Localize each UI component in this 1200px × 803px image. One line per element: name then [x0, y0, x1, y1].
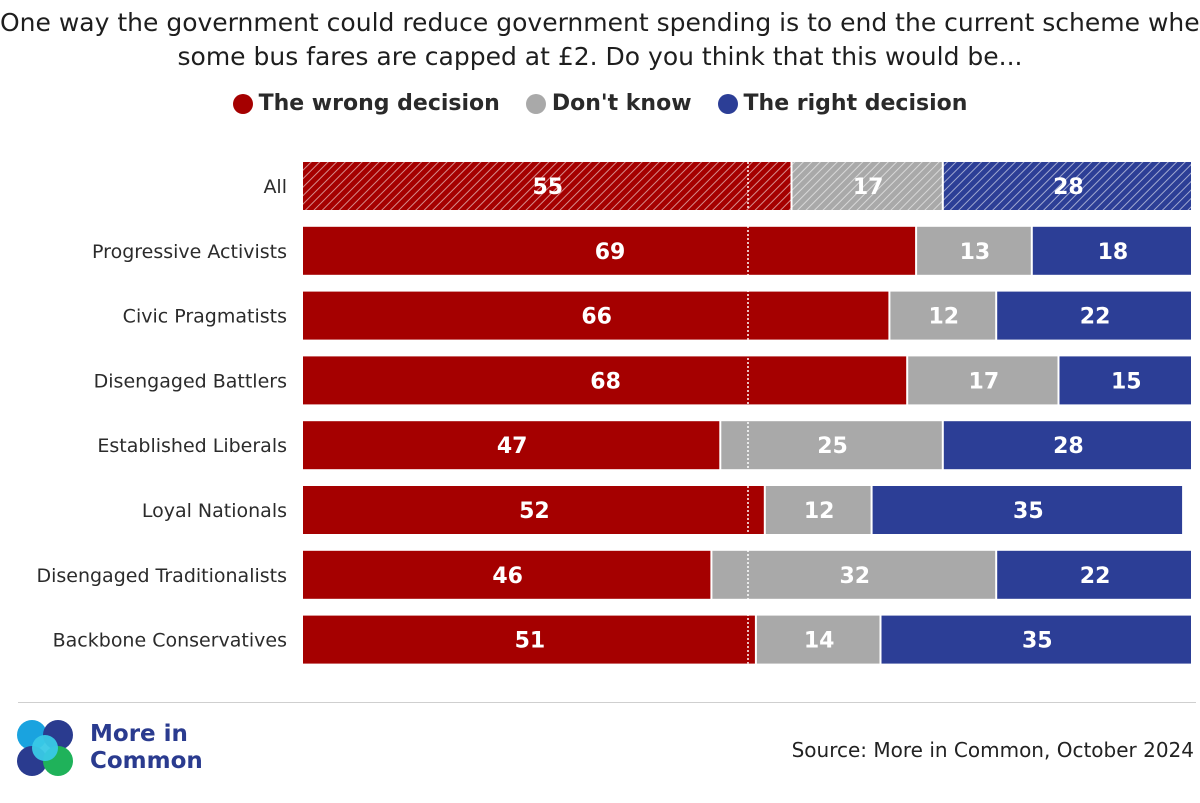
- value-label-progressive-activists-don-t-know: 13: [960, 240, 991, 265]
- bar-backbone-conservatives-don-t-know: [756, 615, 880, 664]
- legend-dot-wrong: [232, 93, 253, 114]
- legend: The wrong decision Don't know The right …: [0, 91, 1200, 116]
- value-label-loyal-nationals-the-right-decision: 35: [1013, 499, 1044, 524]
- value-label-civic-pragmatists-the-wrong-decision: 66: [581, 305, 612, 330]
- value-label-established-liberals-don-t-know: 25: [817, 434, 848, 459]
- value-label-all-the-right-decision: 28: [1053, 175, 1084, 200]
- value-label-backbone-conservatives-don-t-know: 14: [804, 629, 835, 654]
- bar-all-don-t-know: [792, 162, 942, 210]
- category-label-established-liberals: Established Liberals: [97, 435, 287, 457]
- logo-mark-icon: [17, 720, 73, 776]
- value-label-disengaged-battlers-the-right-decision: 15: [1111, 369, 1142, 394]
- legend-dot-dont-know: [525, 93, 546, 114]
- bar-established-liberals-don-t-know: [721, 421, 942, 470]
- legend-label-right: The right decision: [743, 91, 968, 116]
- category-label-progressive-activists: Progressive Activists: [92, 241, 287, 263]
- bar-civic-pragmatists-don-t-know: [890, 291, 996, 340]
- bar-established-liberals-the-right-decision: [943, 421, 1191, 470]
- legend-label-dont-know: Don't know: [551, 91, 692, 116]
- bar-disengaged-battlers-the-right-decision: [1059, 356, 1191, 405]
- chart-title: One way the government could reduce gove…: [0, 6, 1200, 74]
- title-line-1: One way the government could reduce gove…: [0, 8, 1200, 37]
- bar-progressive-activists-the-wrong-decision: [303, 226, 916, 275]
- value-label-disengaged-traditionalists-don-t-know: 32: [839, 564, 870, 589]
- value-label-loyal-nationals-don-t-know: 12: [804, 499, 835, 524]
- bar-civic-pragmatists-the-wrong-decision: [303, 291, 889, 340]
- bar-civic-pragmatists-the-right-decision: [997, 291, 1191, 340]
- legend-dot-right: [717, 93, 738, 114]
- bar-disengaged-traditionalists-don-t-know: [712, 550, 996, 599]
- more-in-common-logo: More in Common: [14, 717, 203, 779]
- bar-progressive-activists-the-right-decision: [1032, 226, 1191, 275]
- title-line-2: some bus fares are capped at £2. Do you …: [177, 42, 1023, 71]
- value-label-progressive-activists-the-right-decision: 18: [1098, 240, 1129, 265]
- legend-label-wrong: The wrong decision: [258, 91, 500, 116]
- category-label-disengaged-battlers: Disengaged Battlers: [94, 370, 287, 392]
- source-note: Source: More in Common, October 2024: [791, 738, 1194, 762]
- value-label-all-the-wrong-decision: 55: [532, 175, 563, 200]
- value-label-all-don-t-know: 17: [853, 175, 884, 200]
- value-label-disengaged-battlers-the-wrong-decision: 68: [590, 369, 621, 394]
- value-label-established-liberals-the-right-decision: 28: [1053, 434, 1084, 459]
- bar-progressive-activists-don-t-know: [917, 226, 1031, 275]
- value-label-disengaged-traditionalists-the-right-decision: 22: [1080, 564, 1111, 589]
- bar-disengaged-battlers-don-t-know: [908, 356, 1058, 405]
- category-label-civic-pragmatists: Civic Pragmatists: [123, 306, 287, 328]
- value-label-civic-pragmatists-the-right-decision: 22: [1080, 305, 1111, 330]
- bar-all-the-right-decision: [943, 162, 1191, 210]
- bar-all-the-wrong-decision: [303, 162, 791, 210]
- category-label-all: All: [263, 176, 287, 198]
- logo-line-1: More in: [90, 721, 188, 747]
- category-label-backbone-conservatives: Backbone Conservatives: [53, 630, 287, 652]
- legend-item-right: The right decision: [717, 91, 968, 116]
- footer-divider: [18, 702, 1196, 703]
- bar-disengaged-traditionalists-the-right-decision: [997, 550, 1191, 599]
- value-label-civic-pragmatists-don-t-know: 12: [928, 305, 959, 330]
- category-label-disengaged-traditionalists: Disengaged Traditionalists: [36, 565, 287, 587]
- logo-line-2: Common: [90, 748, 203, 774]
- bar-loyal-nationals-the-right-decision: [872, 486, 1183, 534]
- category-label-loyal-nationals: Loyal Nationals: [142, 500, 287, 522]
- bar-backbone-conservatives-the-right-decision: [881, 615, 1191, 664]
- bar-loyal-nationals-don-t-know: [765, 486, 871, 534]
- legend-item-dont-know: Don't know: [525, 91, 692, 116]
- stacked-bar-chart: All 55 17 28 Progressive Activists 69 13 18 Civi…: [36, 162, 1191, 664]
- value-label-backbone-conservatives-the-wrong-decision: 51: [515, 629, 546, 654]
- value-label-loyal-nationals-the-wrong-decision: 52: [519, 499, 550, 524]
- value-label-backbone-conservatives-the-right-decision: 35: [1022, 629, 1053, 654]
- value-label-established-liberals-the-wrong-decision: 47: [497, 434, 528, 459]
- value-label-disengaged-traditionalists-the-wrong-decision: 46: [492, 564, 523, 589]
- logo-wordmark: More in Common: [90, 721, 203, 775]
- value-label-progressive-activists-the-wrong-decision: 69: [595, 240, 626, 265]
- bar-backbone-conservatives-the-wrong-decision: [303, 615, 755, 664]
- bar-loyal-nationals-the-wrong-decision: [303, 486, 764, 534]
- bar-disengaged-traditionalists-the-wrong-decision: [303, 550, 711, 599]
- legend-item-wrong: The wrong decision: [232, 91, 500, 116]
- value-label-disengaged-battlers-don-t-know: 17: [969, 369, 1000, 394]
- bar-disengaged-battlers-the-wrong-decision: [303, 356, 907, 405]
- bar-established-liberals-the-wrong-decision: [303, 421, 720, 470]
